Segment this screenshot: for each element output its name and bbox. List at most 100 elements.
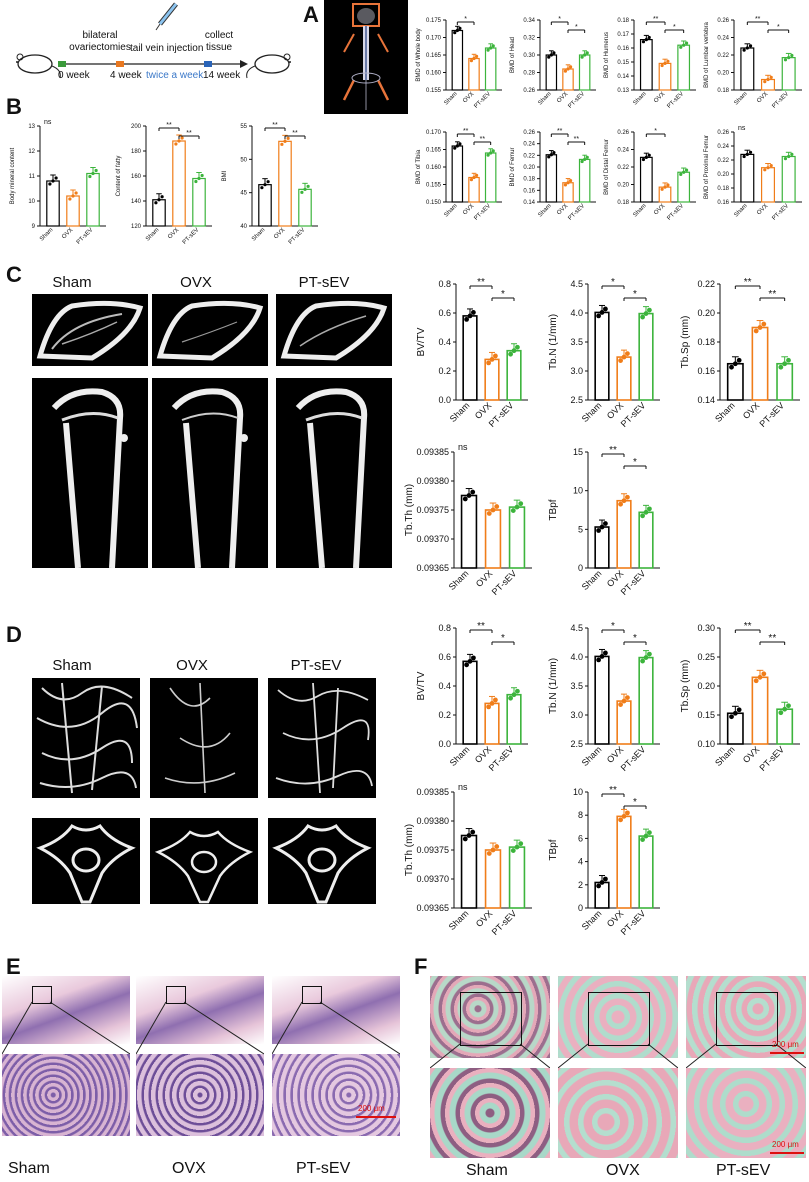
experiment-timeline — [16, 2, 291, 79]
y-tick-label: 0.24 — [617, 148, 629, 154]
data-point — [682, 43, 686, 47]
d-microct-axial-ptsev — [268, 818, 376, 904]
x-tick-label: PT-sEV — [757, 744, 786, 773]
y-tick-label: 4.0 — [570, 308, 583, 318]
week4-marker — [116, 61, 124, 67]
data-point — [644, 38, 648, 42]
data-point — [455, 144, 459, 148]
data-point — [748, 44, 753, 48]
y-tick-label: 200 — [131, 124, 142, 130]
bar-ovx — [66, 195, 80, 227]
data-point — [494, 844, 500, 849]
e-histology-sham — [2, 976, 130, 1156]
y-tick-label: 0.160 — [426, 71, 442, 77]
data-point — [782, 361, 788, 367]
y-axis-label: BMD of Femur — [510, 147, 516, 186]
data-point — [303, 187, 307, 191]
data-point — [684, 168, 689, 172]
data-point — [596, 528, 601, 533]
data-point — [790, 53, 794, 58]
d-label-ptsev: PT-sEV — [290, 657, 342, 674]
data-point — [547, 155, 551, 159]
significance-label: * — [611, 277, 615, 288]
y-tick-label: 0.20 — [697, 681, 715, 691]
data-point — [641, 157, 646, 162]
bar-sham — [460, 494, 478, 569]
x-tick-label: Sham — [443, 203, 458, 218]
scale-bar-f-top — [770, 1052, 804, 1054]
chart-a8: 0.16 0.18 0.20 0.22 0.24 0.26 BMD of Proximal … — [704, 125, 802, 222]
x-tick-label: Sham — [733, 203, 748, 218]
data-point — [596, 313, 601, 319]
data-point — [583, 157, 587, 162]
bar-ovx — [278, 140, 292, 227]
bar-pt-sev — [638, 656, 654, 745]
data-point — [666, 183, 670, 187]
y-tick-label: 0.26 — [523, 130, 535, 136]
y-tick-label: 12 — [28, 149, 35, 155]
significance-label: * — [575, 24, 578, 31]
data-point — [625, 351, 630, 356]
y-tick-label: 0.22 — [523, 153, 535, 159]
y-tick-label: 0.13 — [617, 88, 629, 94]
data-point — [647, 307, 652, 313]
data-point — [491, 149, 495, 153]
data-point — [643, 509, 649, 515]
data-point — [508, 351, 513, 357]
data-point — [472, 175, 476, 180]
data-point — [787, 56, 791, 60]
data-point — [745, 46, 749, 50]
data-point — [510, 508, 516, 513]
bar-sham — [545, 154, 558, 203]
data-point — [663, 61, 667, 65]
bar-ovx — [468, 57, 480, 91]
data-point — [94, 168, 98, 173]
data-point — [471, 310, 476, 315]
timeline-arrow-icon — [240, 60, 248, 68]
syringe-icon — [155, 2, 178, 31]
data-point — [640, 314, 645, 320]
data-point — [471, 655, 476, 661]
y-tick-label: 0.20 — [717, 172, 729, 178]
data-point — [200, 173, 204, 178]
data-point — [603, 876, 608, 882]
bar-sham — [462, 315, 478, 401]
data-point — [280, 142, 284, 146]
bar-pt-sev — [578, 158, 591, 203]
data-point — [547, 55, 551, 59]
y-tick-label: 0.6 — [438, 308, 451, 318]
data-point — [489, 46, 493, 50]
data-point — [786, 703, 791, 709]
d-microct-axial-ovx — [150, 818, 258, 904]
y-tick-label: 0.09380 — [416, 816, 449, 826]
c-label-ptsev: PT-sEV — [298, 274, 350, 291]
d-label-ovx: OVX — [176, 657, 208, 674]
y-tick-label: 0.4 — [438, 337, 451, 347]
data-point — [160, 195, 164, 199]
x-tick-label: Sham — [713, 744, 737, 768]
significance-label: ** — [292, 130, 298, 137]
data-point — [621, 354, 627, 360]
c-label-sham: Sham — [52, 274, 92, 291]
scale-bar-f-top-label: 200 μm — [772, 1040, 799, 1049]
data-point — [625, 810, 630, 816]
data-point — [490, 507, 496, 513]
data-point — [603, 650, 608, 656]
y-axis-label: BV/TV — [416, 671, 427, 700]
data-point — [783, 157, 788, 161]
data-point — [462, 836, 468, 842]
bar-pt-sev — [508, 846, 526, 909]
y-tick-label: 0.14 — [523, 200, 535, 206]
d-microct-sagittal-ptsev — [268, 678, 376, 798]
dxa-scan-image — [324, 0, 408, 114]
scale-bar-f-bottom — [770, 1152, 804, 1154]
significance-label: ** — [463, 128, 469, 135]
data-point — [732, 361, 738, 367]
y-axis-label: BMD of Whole body — [416, 28, 422, 81]
data-point — [464, 662, 469, 668]
significance-label: ** — [477, 277, 485, 288]
significance-label: ** — [574, 136, 580, 143]
y-tick-label: 0.22 — [697, 279, 715, 289]
x-tick-label: Sham — [580, 400, 604, 424]
x-tick-label: OVX — [653, 203, 666, 216]
